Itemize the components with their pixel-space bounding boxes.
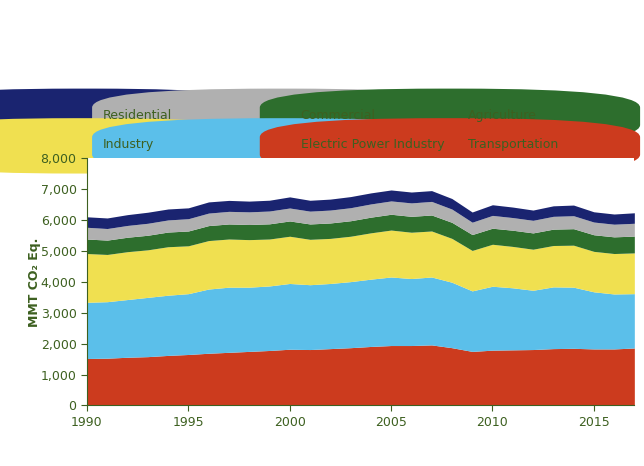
Text: Transportation: Transportation [468, 138, 558, 151]
Text: Electric Power Industry: Electric Power Industry [301, 138, 444, 151]
FancyBboxPatch shape [260, 89, 640, 144]
Text: Residential: Residential [103, 109, 172, 122]
FancyBboxPatch shape [92, 89, 473, 144]
Text: Commercial: Commercial [301, 109, 375, 122]
FancyBboxPatch shape [260, 118, 640, 173]
FancyBboxPatch shape [92, 118, 473, 173]
Text: Industry: Industry [103, 138, 154, 151]
FancyBboxPatch shape [0, 89, 275, 144]
Text: MMT CO₂ Eq.: MMT CO₂ Eq. [28, 237, 41, 327]
Text: Allocated to Economic Sectors: Allocated to Economic Sectors [197, 67, 447, 82]
FancyBboxPatch shape [0, 118, 275, 173]
Text: Agriculture: Agriculture [468, 109, 537, 122]
Text: U.S. Greenhouse Gas Emissions: U.S. Greenhouse Gas Emissions [111, 21, 533, 46]
